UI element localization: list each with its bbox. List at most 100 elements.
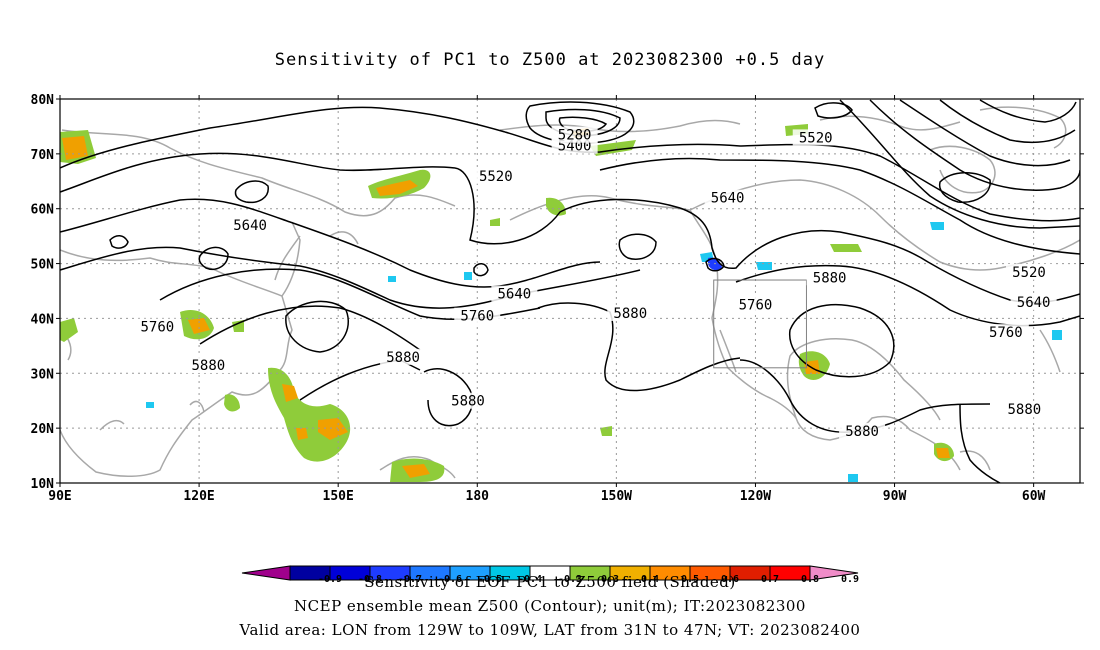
lon-tick-label: 60W bbox=[1022, 489, 1046, 504]
latitude-axis: 80N 70N 60N 50N 40N 30N 20N 10N bbox=[31, 93, 1084, 492]
contour-label-backdrop bbox=[732, 296, 779, 313]
contour-label-backdrop bbox=[704, 189, 751, 206]
contour-label-backdrop bbox=[380, 348, 427, 365]
z500-contour-line bbox=[234, 180, 269, 204]
contour-label: 5880 bbox=[845, 424, 879, 440]
z500-contours bbox=[60, 99, 1080, 483]
valid-area-box bbox=[713, 279, 807, 369]
z500-contour-line bbox=[869, 99, 1080, 191]
legend-tick-label: 0.8 bbox=[801, 574, 819, 585]
sensitivity-shade-patch bbox=[1052, 330, 1062, 340]
coastline-segment bbox=[929, 145, 996, 194]
lon-tick-label: 120E bbox=[183, 489, 214, 504]
coastline-segment bbox=[189, 400, 205, 413]
coastline-segment bbox=[719, 329, 737, 373]
z500-contour-line bbox=[839, 99, 1080, 229]
contour-label: 5280 bbox=[558, 128, 592, 144]
coastline-segment bbox=[786, 338, 941, 421]
contour-label-backdrop bbox=[1006, 263, 1052, 280]
coastline-segment bbox=[509, 195, 961, 471]
legend-tick-label: 0.5 bbox=[681, 574, 699, 585]
gridlines bbox=[60, 99, 1080, 483]
sensitivity-shade-patch bbox=[848, 474, 858, 482]
contour-label-backdrop bbox=[607, 304, 654, 321]
lat-tick-label: 30N bbox=[31, 367, 55, 382]
z500-contour-line bbox=[454, 167, 681, 245]
sensitivity-shade-patch bbox=[388, 276, 396, 282]
contour-label: 5760 bbox=[739, 298, 773, 314]
sensitivity-shade-patch bbox=[930, 222, 944, 230]
lat-tick-label: 70N bbox=[31, 148, 55, 163]
z500-contour-line bbox=[109, 235, 129, 249]
caption-valid-area: Valid area: LON from 129W to 109W, LAT f… bbox=[239, 621, 861, 639]
contour-label-backdrop bbox=[445, 392, 491, 409]
lon-tick-label: 120W bbox=[740, 489, 771, 504]
coastline-segment bbox=[1039, 329, 1061, 373]
longitude-axis: 90E 120E 150E 180 150W 120W 90W 60W bbox=[48, 95, 1046, 504]
lat-tick-label: 80N bbox=[31, 93, 55, 108]
sensitivity-shade-patch bbox=[282, 384, 298, 402]
contour-label-backdrop bbox=[454, 307, 501, 324]
sensitivity-shade-patch bbox=[546, 197, 566, 216]
lon-tick-label: 150W bbox=[601, 489, 632, 504]
contour-label: 5880 bbox=[192, 358, 226, 374]
legend-tick-label: -0.7 bbox=[398, 574, 422, 585]
contour-label-backdrop bbox=[185, 357, 232, 374]
z500-contour-line bbox=[198, 246, 229, 270]
contour-label: 5880 bbox=[386, 350, 420, 366]
legend-tick-label: 0.7 bbox=[761, 574, 779, 585]
z500-contour-line bbox=[525, 101, 635, 144]
z500-contour-line bbox=[473, 263, 489, 277]
z500-contour-line bbox=[618, 233, 657, 260]
z500-contour-line bbox=[599, 157, 1080, 255]
lat-tick-label: 20N bbox=[31, 422, 55, 437]
sensitivity-shade-patch bbox=[402, 464, 430, 478]
color-legend: -0.9 -0.8 -0.7 -0.6 -0.5 -0.4 -0.3 0.3 0.4 0.5 0.6… bbox=[241, 565, 859, 585]
legend-tick-label: -0.3 bbox=[558, 574, 582, 585]
coastline-segment bbox=[499, 119, 741, 133]
contour-label: 5760 bbox=[141, 320, 175, 336]
contour-label: 5880 bbox=[451, 394, 485, 410]
z500-contour-line bbox=[299, 359, 421, 401]
contour-label-backdrop bbox=[806, 269, 853, 286]
legend-tick-label: -0.6 bbox=[438, 574, 462, 585]
lat-tick-label: 10N bbox=[31, 477, 55, 492]
sensitivity-shade-patch bbox=[224, 394, 240, 412]
contour-label-backdrop bbox=[792, 129, 839, 146]
sensitivity-shade-patch bbox=[60, 318, 78, 342]
sensitivity-shade-patch bbox=[146, 402, 154, 408]
sensitivity-shade-patch bbox=[318, 418, 348, 440]
figure-title: Sensitivity of PC1 to Z500 at 2023082300… bbox=[274, 50, 826, 70]
contour-label-backdrop bbox=[839, 422, 886, 439]
z500-contour-line bbox=[899, 99, 1071, 167]
plot-frame bbox=[59, 98, 1081, 484]
sensitivity-shade-patch bbox=[464, 272, 472, 280]
contour-label: 5640 bbox=[498, 287, 532, 303]
z500-contour-line bbox=[959, 403, 1001, 483]
coastline-segment bbox=[61, 129, 456, 217]
sensitivity-shade-patch bbox=[232, 320, 244, 332]
legend-high-arrow bbox=[809, 565, 859, 581]
sensitivity-shade-patch bbox=[600, 426, 612, 436]
coastlines bbox=[60, 106, 1080, 479]
sensitivity-shade-patch bbox=[188, 318, 210, 334]
sensitivity-shade-patch bbox=[296, 428, 308, 440]
contour-label: 5880 bbox=[613, 306, 647, 322]
sensitivity-shade-patch bbox=[62, 136, 88, 160]
coastline-segment bbox=[274, 235, 301, 281]
contour-label: 5520 bbox=[479, 169, 513, 185]
z500-contour-line bbox=[939, 99, 1076, 144]
contour-label: 5760 bbox=[989, 325, 1023, 341]
contour-label-backdrop bbox=[134, 318, 181, 335]
z500-contour-line bbox=[814, 102, 853, 119]
legend-tick-label: -0.8 bbox=[358, 574, 382, 585]
coastline-segment bbox=[281, 221, 301, 297]
z500-contour-line bbox=[938, 172, 991, 203]
caption-sensitivity: Sensitivity of EOF PC1 to Z500 field (Sh… bbox=[364, 573, 736, 591]
contour-label: 5640 bbox=[711, 191, 745, 207]
coastline-segment bbox=[959, 450, 991, 471]
contour-labels: 5520552054005280564056405640564055205760… bbox=[134, 126, 1057, 440]
z500-contour-line bbox=[199, 305, 421, 351]
lat-tick-label: 60N bbox=[31, 203, 55, 218]
